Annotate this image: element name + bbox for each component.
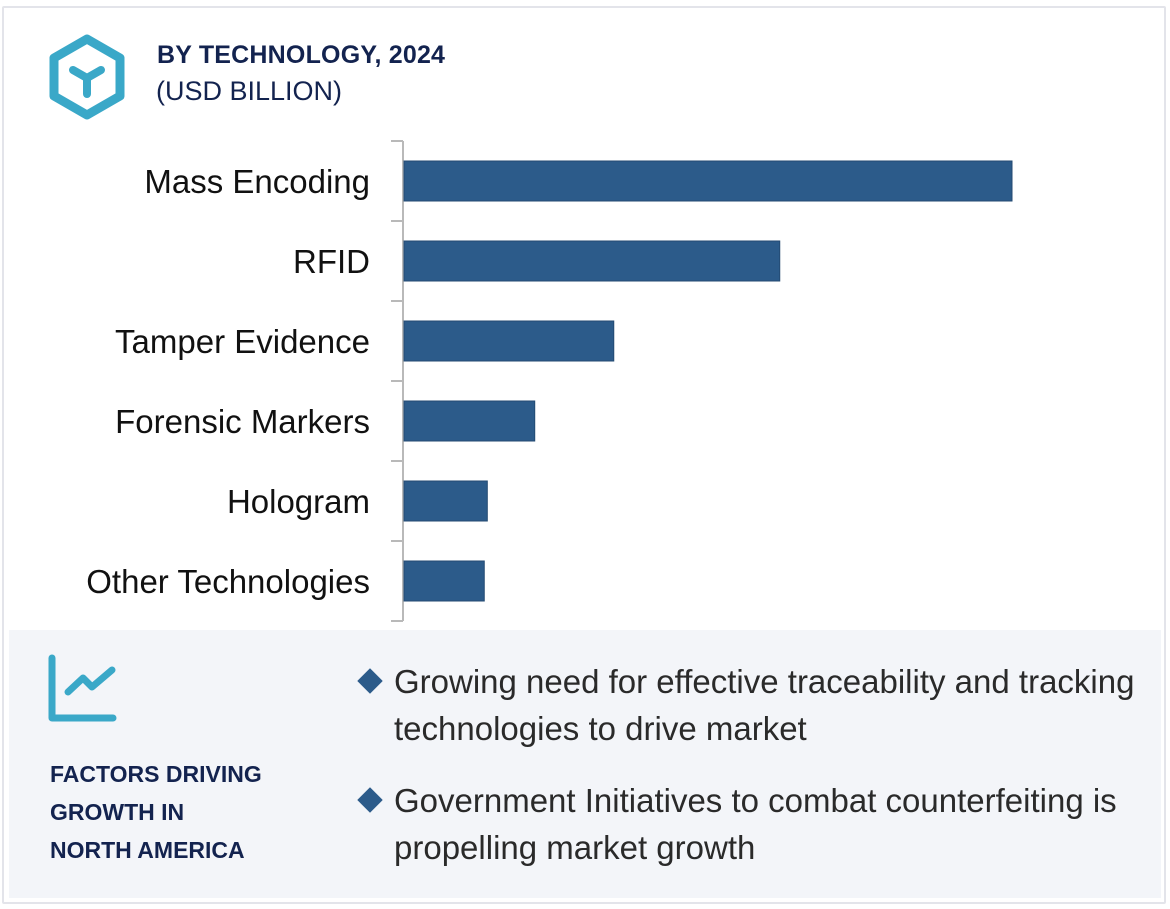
- category-label: Mass Encoding: [144, 163, 370, 200]
- bar-rfid: [403, 240, 781, 282]
- chart-subtitle: (USD BILLION): [156, 76, 343, 106]
- bar-forensic-markers: [403, 400, 536, 442]
- chart-title: BY TECHNOLOGY, 2024: [157, 41, 446, 69]
- factor-item: Government Initiatives to combat counter…: [357, 777, 1148, 871]
- category-label: Tamper Evidence: [115, 323, 370, 360]
- factor-text: Government Initiatives to combat counter…: [394, 782, 1117, 866]
- trend-chart-icon: [48, 654, 117, 722]
- bar-hologram: [403, 480, 488, 522]
- factors-panel: [9, 630, 1161, 898]
- factors-heading-line: NORTH AMERICA: [50, 837, 245, 863]
- factors-heading-line: GROWTH IN: [50, 799, 185, 825]
- diamond-bullet-icon: [357, 787, 383, 813]
- bar-other-technologies: [403, 560, 485, 602]
- bar-tamper-evidence: [403, 320, 615, 362]
- bar-mass-encoding: [403, 160, 1013, 202]
- factor-text: Growing need for effective traceability …: [394, 663, 1135, 747]
- category-label: RFID: [293, 243, 370, 280]
- factors-heading-line: FACTORS DRIVING: [50, 761, 262, 787]
- hexagon-y-icon: [49, 34, 125, 120]
- category-label: Forensic Markers: [115, 403, 370, 440]
- factors-heading: FACTORS DRIVING GROWTH IN NORTH AMERICA: [50, 755, 262, 869]
- factors-list: Growing need for effective traceability …: [357, 658, 1148, 896]
- category-label: Other Technologies: [86, 563, 370, 600]
- category-label: Hologram: [227, 483, 370, 520]
- factor-item: Growing need for effective traceability …: [357, 658, 1148, 752]
- diamond-bullet-icon: [357, 668, 383, 694]
- bar-chart: Mass Encoding RFID Tamper Evidence Forensic…: [86, 140, 1013, 622]
